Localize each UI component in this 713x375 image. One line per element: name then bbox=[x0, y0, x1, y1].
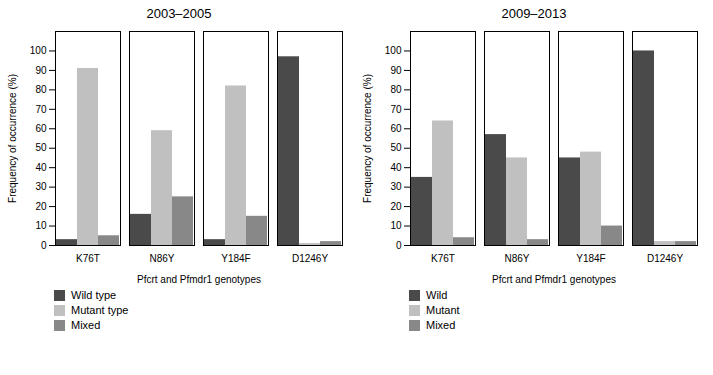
svg-text:20: 20 bbox=[390, 201, 402, 212]
svg-text:50: 50 bbox=[390, 142, 402, 153]
svg-text:70: 70 bbox=[35, 104, 47, 115]
svg-text:40: 40 bbox=[35, 162, 47, 173]
html-text:Mutant: Mutant bbox=[426, 304, 460, 316]
html-text:Mixed: Mixed bbox=[426, 319, 456, 331]
svg-text:80: 80 bbox=[35, 84, 47, 95]
svg-text:D1246Y: D1246Y bbox=[292, 253, 328, 264]
svg-text:0: 0 bbox=[396, 240, 402, 251]
svg-text:10: 10 bbox=[35, 220, 47, 231]
svg-text:80: 80 bbox=[390, 84, 402, 95]
svg-text:K76T: K76T bbox=[431, 253, 455, 264]
html-text:2003–2005: 2003–2005 bbox=[146, 6, 212, 21]
svg-text:100: 100 bbox=[385, 45, 402, 56]
svg-text:60: 60 bbox=[35, 123, 47, 134]
html-text:Mixed: Mixed bbox=[71, 319, 101, 331]
svg-text:50: 50 bbox=[35, 142, 47, 153]
svg-text:N86Y: N86Y bbox=[149, 253, 174, 264]
html-text:2009–2013: 2009–2013 bbox=[501, 6, 567, 21]
svg-text:0: 0 bbox=[41, 240, 47, 251]
svg-text:60: 60 bbox=[390, 123, 402, 134]
html-text:Wild type: Wild type bbox=[71, 289, 117, 301]
svg-text:70: 70 bbox=[390, 104, 402, 115]
svg-text:100: 100 bbox=[30, 45, 47, 56]
svg-text:Y184F: Y184F bbox=[221, 253, 250, 264]
svg-text:90: 90 bbox=[390, 65, 402, 76]
svg-text:K76T: K76T bbox=[76, 253, 100, 264]
svg-text:Pfcrt and Pfmdr1 genotypes: Pfcrt and Pfmdr1 genotypes bbox=[137, 274, 261, 285]
svg-text:Frequency of occurrence (%): Frequency of occurrence (%) bbox=[362, 74, 373, 203]
svg-text:30: 30 bbox=[35, 181, 47, 192]
svg-text:N86Y: N86Y bbox=[504, 253, 529, 264]
svg-text:Y184F: Y184F bbox=[576, 253, 605, 264]
svg-text:40: 40 bbox=[390, 162, 402, 173]
svg-text:D1246Y: D1246Y bbox=[647, 253, 683, 264]
svg-text:90: 90 bbox=[35, 65, 47, 76]
svg-text:Pfcrt and Pfmdr1 genotypes: Pfcrt and Pfmdr1 genotypes bbox=[492, 274, 616, 285]
svg-text:30: 30 bbox=[390, 181, 402, 192]
html-text:Wild: Wild bbox=[426, 289, 448, 301]
html-text:Mutant type: Mutant type bbox=[71, 304, 129, 316]
svg-text:Frequency of occurrence (%): Frequency of occurrence (%) bbox=[7, 74, 18, 203]
svg-text:10: 10 bbox=[390, 220, 402, 231]
svg-text:20: 20 bbox=[35, 201, 47, 212]
